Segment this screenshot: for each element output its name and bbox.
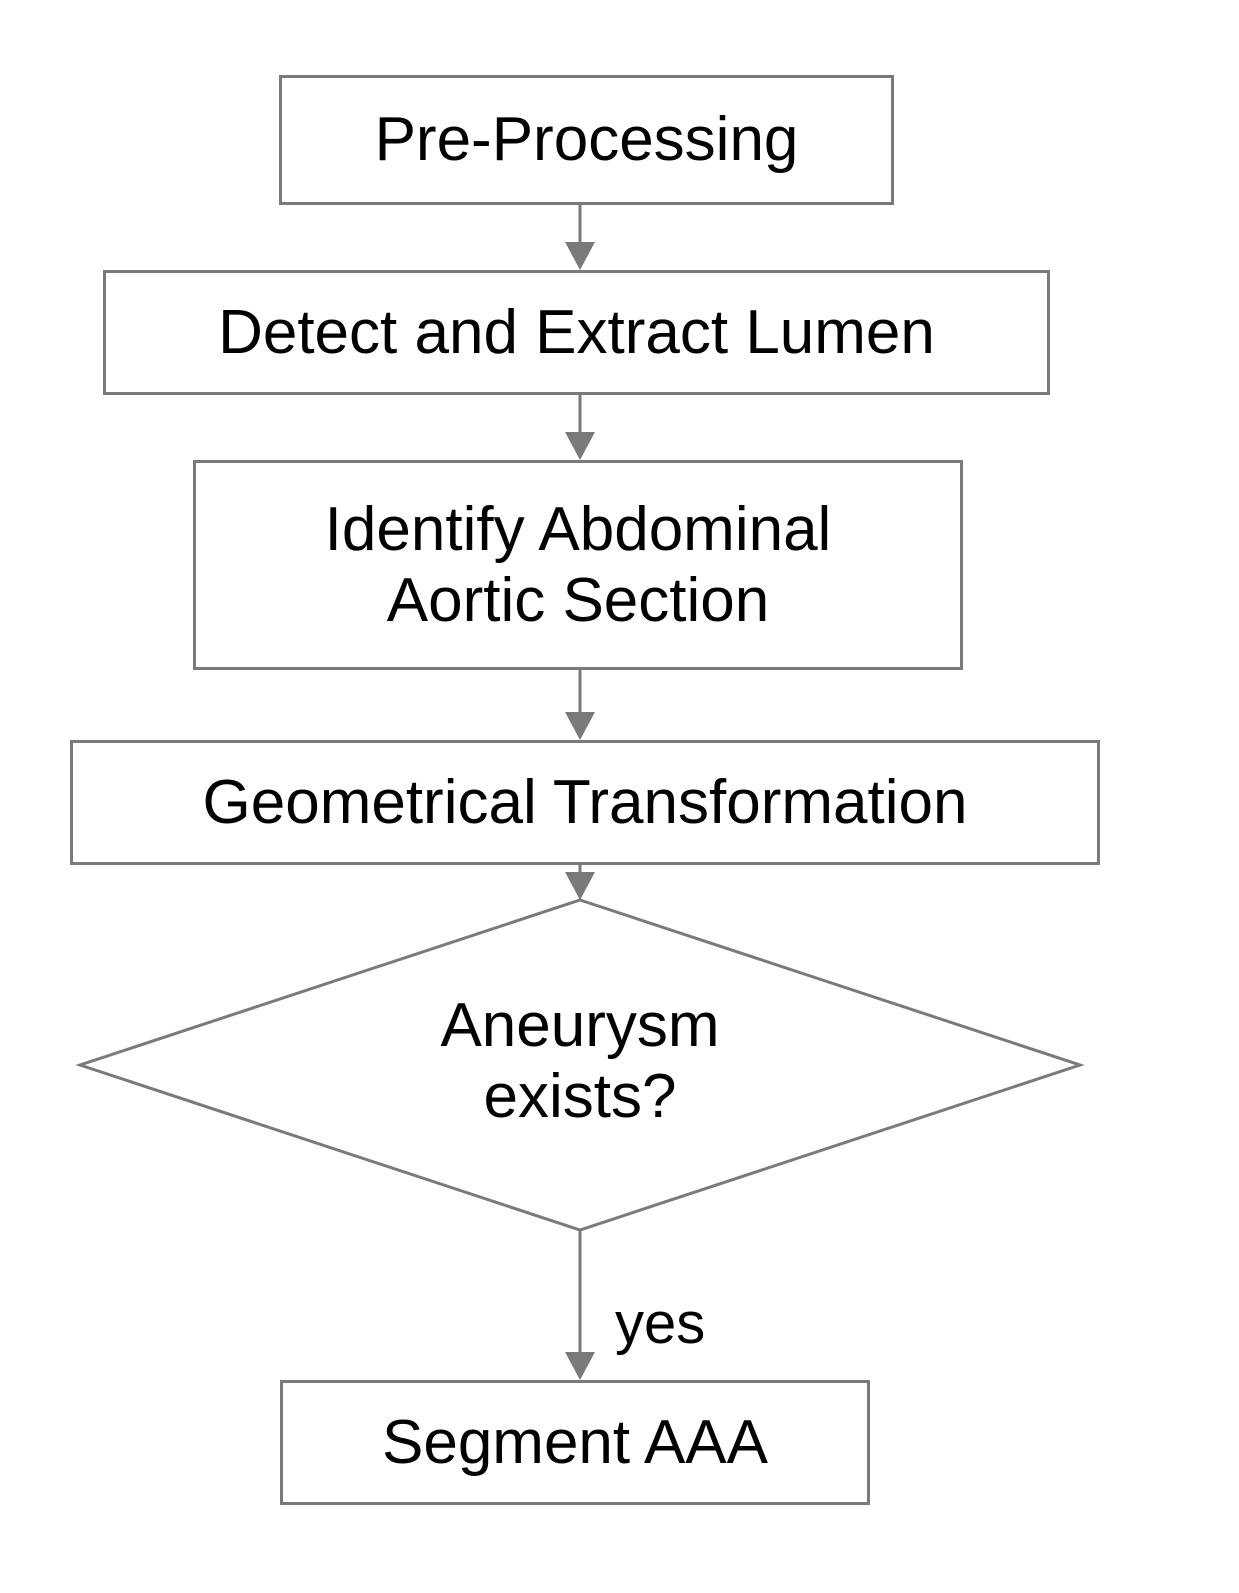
node-pre-processing: Pre-Processing: [279, 75, 894, 205]
node-label-multiline: Identify Abdominal Aortic Section: [325, 494, 832, 637]
node-label: Segment AAA: [382, 1407, 768, 1478]
node-label-line2: Aortic Section: [325, 565, 832, 636]
node-label: Pre-Processing: [375, 104, 799, 175]
node-label-line1: Aneurysm: [330, 990, 830, 1061]
edge-label-text: yes: [615, 1291, 705, 1356]
node-label-line2: exists?: [330, 1061, 830, 1132]
node-label: Detect and Extract Lumen: [218, 297, 935, 368]
node-geometrical-transformation: Geometrical Transformation: [70, 740, 1100, 865]
node-detect-extract-lumen: Detect and Extract Lumen: [103, 270, 1050, 395]
node-label: Geometrical Transformation: [203, 767, 968, 838]
node-aneurysm-exists: Aneurysm exists?: [330, 990, 830, 1133]
node-label-line1: Identify Abdominal: [325, 494, 832, 565]
node-identify-abdominal-aortic: Identify Abdominal Aortic Section: [193, 460, 963, 670]
edge-label-yes: yes: [615, 1290, 705, 1357]
node-segment-aaa: Segment AAA: [280, 1380, 870, 1505]
